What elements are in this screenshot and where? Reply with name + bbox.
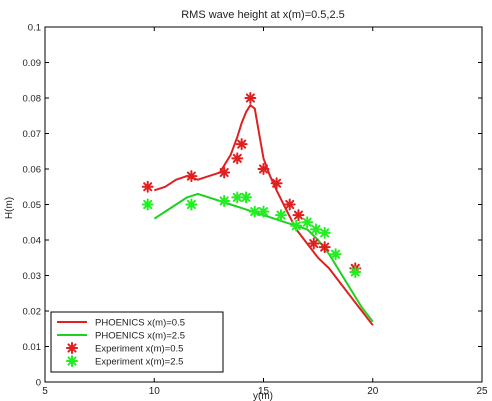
y-tick-label: 0.09 [23,58,42,69]
data-point [274,209,287,222]
legend-marker-swatch [66,342,78,354]
marker-stroke [276,210,286,220]
data-point [240,191,253,204]
marker-stroke [311,224,321,234]
chart-title: RMS wave height at x(m)=0.5,2.5 [181,9,345,21]
data-point [349,265,362,278]
legend-label: PHOENICS x(m)=2.5 [95,331,185,342]
legend: PHOENICS x(m)=0.5 PHOENICS x(m)=2.5 Experi… [50,311,224,373]
marker-stroke [258,207,269,217]
marker-stroke [232,192,242,202]
y-tick-label: 0.02 [23,307,42,318]
data-point [290,219,303,232]
data-point [283,198,296,211]
data-point [309,223,322,236]
data-point [218,194,231,207]
marker-stroke [67,356,77,366]
x-tick-label: 20 [367,386,379,397]
marker-stroke [250,207,260,217]
marker-stroke [241,192,251,202]
marker-stroke [272,178,282,188]
data-point [318,241,331,254]
y-tick-label: 0.04 [23,236,42,247]
legend-label: PHOENICS x(m)=0.5 [95,318,185,329]
marker-stroke [331,249,341,259]
marker-stroke [186,199,196,210]
marker-stroke [285,199,295,210]
marker-stroke [320,242,330,252]
marker-stroke [143,182,153,192]
marker-stroke [143,199,153,210]
y-tick-label: 0.08 [23,94,42,105]
x-tick-label: 15 [258,386,270,397]
x-axis-label: y(m) [253,391,273,401]
y-axis-label: H(m) [4,197,15,219]
y-tick-label: 0.1 [28,23,41,34]
series-layer [141,92,374,326]
marker-stroke [258,164,269,174]
data-point [270,177,283,190]
y-tick-label: 0.05 [23,200,42,211]
data-point [185,170,198,183]
marker-stroke [237,139,247,149]
data-point [248,205,261,218]
marker-stroke [320,228,330,238]
data-point [292,209,305,222]
series-line-0 [153,104,374,326]
series-markers-3 [141,191,362,278]
data-point [218,166,231,179]
legend-label: Experiment x(m)=2.5 [95,357,183,368]
data-point [307,237,320,250]
marker-stroke [302,217,312,227]
data-point [244,92,257,104]
data-point [141,180,154,193]
marker-stroke [232,153,242,163]
x-tick-label: 25 [476,386,488,397]
y-tick-label: 0.06 [23,165,42,176]
marker-stroke [245,93,255,103]
y-tick-label: 0 [36,378,41,389]
marker-stroke [350,267,360,277]
data-point [329,248,342,261]
legend-label: Experiment x(m)=0.5 [95,344,183,355]
data-point [318,226,331,239]
marker-stroke [293,210,303,220]
marker-stroke [291,221,301,231]
x-tick-label: 5 [42,386,48,397]
axis-ticks: 5 10 15 20 25 0 0.01 0.02 0.03 0.04 0.05 0.06 0.07 0.… [23,23,488,398]
data-point [235,138,248,151]
data-point [185,198,198,211]
data-point [257,163,270,175]
x-tick-label: 10 [149,386,161,397]
marker-stroke [67,343,77,353]
y-tick-label: 0.03 [23,271,42,282]
y-tick-label: 0.01 [23,342,42,353]
marker-stroke [219,196,229,206]
data-point [231,152,244,165]
data-point [141,198,154,211]
legend-marker-swatch [66,355,78,367]
marker-stroke [219,168,229,178]
marker-stroke [309,239,319,249]
marker-stroke [186,171,196,181]
data-point [301,216,314,229]
y-tick-label: 0.07 [23,129,42,140]
data-point [257,205,270,218]
